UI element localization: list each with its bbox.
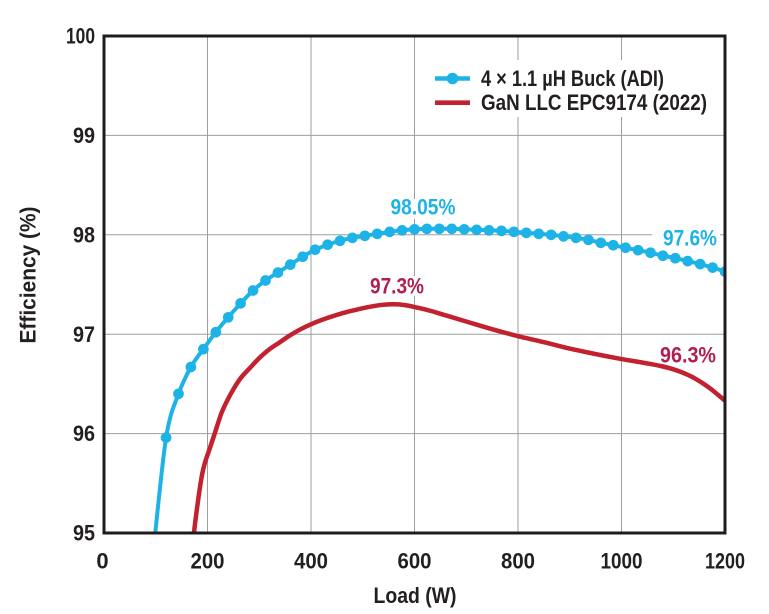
svg-text:4 × 1.1 µH Buck (ADI): 4 × 1.1 µH Buck (ADI) [481,66,664,91]
svg-text:800: 800 [501,549,535,574]
svg-text:98.05%: 98.05% [391,195,456,220]
svg-text:0: 0 [96,549,108,574]
svg-text:200: 200 [191,549,225,574]
svg-text:96.3%: 96.3% [660,343,716,368]
svg-text:97: 97 [73,322,95,347]
svg-text:96: 96 [73,421,95,446]
svg-text:Efficiency (%): Efficiency (%) [16,207,41,344]
svg-text:1200: 1200 [705,549,745,574]
svg-text:97.3%: 97.3% [370,274,424,299]
svg-text:100: 100 [66,24,95,49]
svg-text:98: 98 [73,222,95,247]
svg-text:600: 600 [398,549,432,574]
svg-text:Load (W): Load (W) [374,583,457,608]
svg-text:95: 95 [73,521,95,546]
svg-text:400: 400 [294,549,328,574]
svg-text:99: 99 [73,123,95,148]
svg-text:GaN LLC EPC9174 (2022): GaN LLC EPC9174 (2022) [481,90,707,115]
svg-text:97.6%: 97.6% [663,226,717,251]
svg-text:1000: 1000 [601,549,643,574]
